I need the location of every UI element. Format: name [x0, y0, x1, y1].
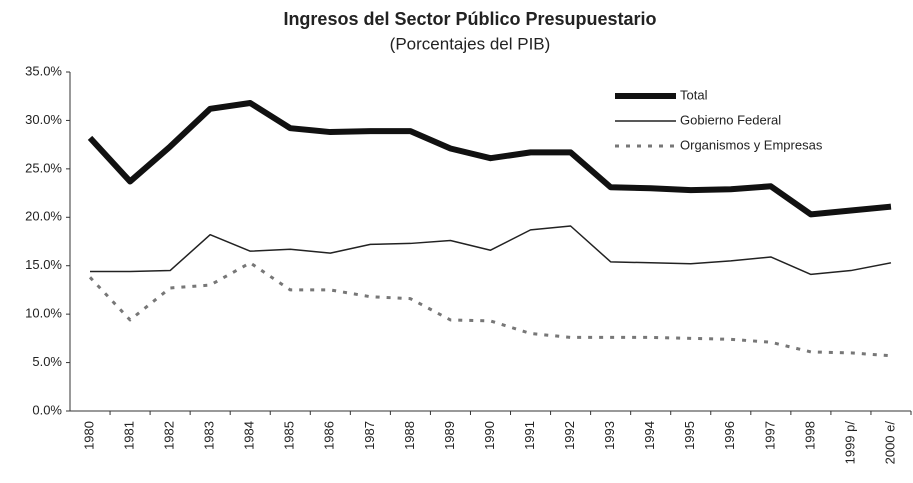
chart-subtitle: (Porcentajes del PIB) — [390, 34, 551, 53]
y-tick-label: 25.0% — [25, 160, 62, 175]
series-line — [90, 225, 892, 276]
x-tick-label: 1992 — [562, 421, 577, 450]
y-tick-label: 30.0% — [25, 112, 62, 127]
chart-title: Ingresos del Sector Público Presupuestar… — [283, 9, 656, 29]
x-tick-label: 1997 — [762, 421, 777, 450]
y-tick-label: 20.0% — [25, 209, 62, 224]
x-tick-label: 1993 — [602, 421, 617, 450]
x-tick-label: 1982 — [162, 421, 177, 450]
x-tick-label: 1998 — [802, 421, 817, 450]
legend-label: Gobierno Federal — [680, 112, 781, 127]
y-tick-label: 5.0% — [32, 354, 62, 369]
series-line — [88, 261, 892, 358]
x-tick-label: 1985 — [282, 421, 297, 450]
series-line — [87, 99, 892, 218]
x-tick-label: 1988 — [402, 421, 417, 450]
x-tick-label: 1981 — [122, 421, 137, 450]
legend-label: Organismos y Empresas — [680, 137, 823, 152]
x-tick-label: 1991 — [522, 421, 537, 450]
y-tick-label: 15.0% — [25, 257, 62, 272]
x-tick-label: 1996 — [722, 421, 737, 450]
x-tick-label: 1986 — [322, 421, 337, 450]
y-tick-label: 10.0% — [25, 306, 62, 321]
x-tick-label: 1984 — [242, 421, 257, 450]
x-tick-label: 2000 e/ — [882, 421, 897, 465]
x-tick-label: 1990 — [482, 421, 497, 450]
x-tick-label: 1999 p/ — [842, 421, 857, 465]
x-tick-label: 1983 — [202, 421, 217, 450]
x-tick-label: 1987 — [362, 421, 377, 450]
x-tick-label: 1989 — [442, 421, 457, 450]
x-tick-label: 1995 — [682, 421, 697, 450]
x-tick-label: 1994 — [642, 421, 657, 450]
legend-label: Total — [680, 87, 708, 102]
y-tick-label: 0.0% — [32, 402, 62, 417]
x-tick-label: 1980 — [81, 421, 96, 450]
y-tick-label: 35.0% — [25, 63, 62, 78]
